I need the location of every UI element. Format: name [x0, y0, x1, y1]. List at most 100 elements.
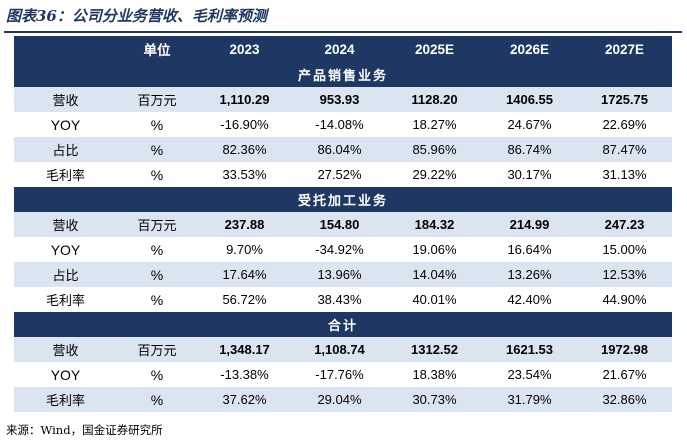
value-cell: 1128.20: [387, 87, 482, 112]
figure-title: 图表36：公司分业务营收、毛利率预测: [6, 7, 267, 25]
value-cell: 24.67%: [482, 112, 577, 137]
table-row: 占比% 82.36% 86.04% 85.96% 86.74% 87.47%: [14, 137, 672, 162]
row-label: 毛利率: [14, 387, 117, 412]
value-cell: 19.06%: [387, 237, 482, 262]
header-cell-year: 2025E: [387, 36, 482, 62]
table-body: 产品销售业务 营收 百万元 1,110.29 953.93 1128.20 1406.55 1…: [14, 62, 672, 412]
value-cell: 1,348.17: [197, 337, 292, 362]
header-cell-year: 2026E: [482, 36, 577, 62]
value-cell: 23.54%: [482, 362, 577, 387]
value-cell: 1725.75: [577, 87, 672, 112]
value-cell: 1621.53: [482, 337, 577, 362]
section-title: 合计: [14, 312, 672, 337]
header-cell-year: 2027E: [577, 36, 672, 62]
value-cell: 22.69%: [577, 112, 672, 137]
row-label: 占比: [14, 137, 117, 162]
forecast-table: 单位 2023 2024 2025E 2026E 2027E 产品销售业务 营收百…: [14, 36, 672, 412]
row-unit: %: [117, 112, 197, 137]
value-cell: 85.96%: [387, 137, 482, 162]
table-row: YOY% -16.90% -14.08% 18.27% 24.67% 22.69%: [14, 112, 672, 137]
row-unit: %: [117, 287, 197, 312]
value-cell: 30.17%: [482, 162, 577, 187]
value-cell: 56.72%: [197, 287, 292, 312]
table-row: YOY% 9.70% -34.92% 19.06% 16.64% 15.00%: [14, 237, 672, 262]
row-unit: %: [117, 362, 197, 387]
row-label: 占比: [14, 262, 117, 287]
value-cell: 17.64%: [197, 262, 292, 287]
header-cell: [14, 36, 117, 62]
value-cell: 1,110.29: [197, 87, 292, 112]
value-cell: 44.90%: [577, 287, 672, 312]
header-row: 单位 2023 2024 2025E 2026E 2027E: [14, 36, 672, 62]
value-cell: 1972.98: [577, 337, 672, 362]
value-cell: 86.04%: [292, 137, 387, 162]
header-cell-year: 2024: [292, 36, 387, 62]
value-cell: 32.86%: [577, 387, 672, 412]
value-cell: -17.76%: [292, 362, 387, 387]
header-cell-unit: 单位: [117, 36, 197, 62]
row-unit: %: [117, 387, 197, 412]
table-row: YOY% -13.38% -17.76% 18.38% 23.54% 21.67%: [14, 362, 672, 387]
row-label: 营收: [14, 87, 117, 112]
section-title: 受托加工业务: [14, 187, 672, 212]
value-cell: 953.93: [292, 87, 387, 112]
value-cell: 21.67%: [577, 362, 672, 387]
value-cell: 40.01%: [387, 287, 482, 312]
value-cell: 87.47%: [577, 137, 672, 162]
value-cell: 13.26%: [482, 262, 577, 287]
table-row: 营收 百万元 1,348.17 1,108.74 1312.52 1621.53 1972.…: [14, 337, 672, 362]
row-label: YOY: [14, 362, 117, 387]
value-cell: -34.92%: [292, 237, 387, 262]
value-cell: 29.22%: [387, 162, 482, 187]
row-unit: %: [117, 162, 197, 187]
value-cell: 86.74%: [482, 137, 577, 162]
value-cell: 31.13%: [577, 162, 672, 187]
value-cell: 237.88: [197, 212, 292, 237]
section-row: 受托加工业务: [14, 187, 672, 212]
value-cell: 14.04%: [387, 262, 482, 287]
value-cell: 1406.55: [482, 87, 577, 112]
row-unit: 百万元: [117, 87, 197, 112]
table-row: 毛利率% 56.72% 38.43% 40.01% 42.40% 44.90%: [14, 287, 672, 312]
row-label: 营收: [14, 212, 117, 237]
value-cell: 82.36%: [197, 137, 292, 162]
row-label: 毛利率: [14, 287, 117, 312]
value-cell: 38.43%: [292, 287, 387, 312]
value-cell: 37.62%: [197, 387, 292, 412]
value-cell: 30.73%: [387, 387, 482, 412]
value-cell: 214.99: [482, 212, 577, 237]
value-cell: 247.23: [577, 212, 672, 237]
row-unit: %: [117, 262, 197, 287]
section-title: 产品销售业务: [14, 62, 672, 87]
value-cell: -16.90%: [197, 112, 292, 137]
value-cell: 18.38%: [387, 362, 482, 387]
row-label: 营收: [14, 337, 117, 362]
row-unit: %: [117, 137, 197, 162]
value-cell: -13.38%: [197, 362, 292, 387]
value-cell: 29.04%: [292, 387, 387, 412]
value-cell: 33.53%: [197, 162, 292, 187]
value-cell: 42.40%: [482, 287, 577, 312]
value-cell: 27.52%: [292, 162, 387, 187]
value-cell: -14.08%: [292, 112, 387, 137]
value-cell: 1312.52: [387, 337, 482, 362]
row-label: YOY: [14, 237, 117, 262]
value-cell: 1,108.74: [292, 337, 387, 362]
row-label: 毛利率: [14, 162, 117, 187]
value-cell: 9.70%: [197, 237, 292, 262]
value-cell: 18.27%: [387, 112, 482, 137]
value-cell: 13.96%: [292, 262, 387, 287]
table-row: 毛利率% 37.62% 29.04% 30.73% 31.79% 32.86%: [14, 387, 672, 412]
value-cell: 16.64%: [482, 237, 577, 262]
table-row: 营收 百万元 1,110.29 953.93 1128.20 1406.55 1725.75: [14, 87, 672, 112]
value-cell: 15.00%: [577, 237, 672, 262]
table-row: 占比% 17.64% 13.96% 14.04% 13.26% 12.53%: [14, 262, 672, 287]
section-row: 产品销售业务: [14, 62, 672, 87]
title-underline: [4, 31, 682, 33]
value-cell: 12.53%: [577, 262, 672, 287]
value-cell: 184.32: [387, 212, 482, 237]
table-row: 毛利率% 33.53% 27.52% 29.22% 30.17% 31.13%: [14, 162, 672, 187]
value-cell: 154.80: [292, 212, 387, 237]
header-cell-year: 2023: [197, 36, 292, 62]
source-note: 来源：Wind，国金证券研究所: [6, 423, 163, 437]
